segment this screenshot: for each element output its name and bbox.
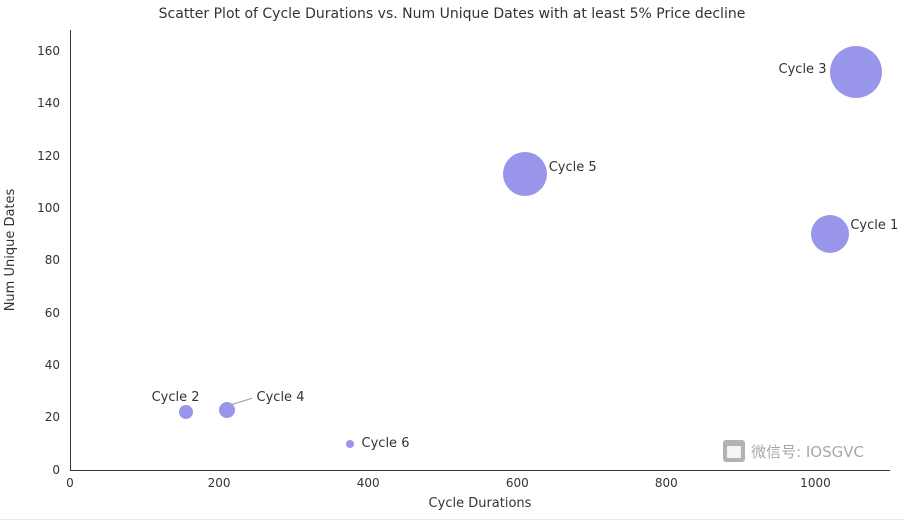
gridline-v bbox=[666, 30, 667, 470]
data-point-label: Cycle 2 bbox=[152, 390, 200, 405]
gridline-h bbox=[70, 365, 890, 366]
scatter-chart: Scatter Plot of Cycle Durations vs. Num … bbox=[0, 0, 904, 520]
x-tick-label: 200 bbox=[208, 476, 231, 490]
data-point bbox=[503, 152, 547, 196]
data-point-label: Cycle 6 bbox=[362, 436, 410, 451]
gridline-h bbox=[70, 156, 890, 157]
x-axis-label: Cycle Durations bbox=[70, 496, 890, 511]
x-tick-label: 1000 bbox=[800, 476, 831, 490]
data-point bbox=[830, 46, 882, 98]
y-axis-label: Num Unique Dates bbox=[3, 30, 18, 470]
gridline-h bbox=[70, 51, 890, 52]
watermark: 微信号: IOSGVC bbox=[723, 440, 864, 462]
data-point-label: Cycle 4 bbox=[257, 390, 305, 405]
data-point bbox=[811, 215, 849, 253]
gridline-h bbox=[70, 208, 890, 209]
x-tick-label: 400 bbox=[357, 476, 380, 490]
x-tick-label: 600 bbox=[506, 476, 529, 490]
x-tick-label: 0 bbox=[66, 476, 74, 490]
data-point bbox=[179, 405, 193, 419]
data-point-label: Cycle 5 bbox=[549, 160, 597, 175]
gridline-h bbox=[70, 313, 890, 314]
data-point bbox=[346, 440, 354, 448]
gridline-v bbox=[815, 30, 816, 470]
data-point-label: Cycle 1 bbox=[850, 218, 898, 233]
watermark-text: 微信号: IOSGVC bbox=[751, 441, 864, 462]
y-axis-line bbox=[70, 30, 71, 470]
plot-area: Cycle 1Cycle 2Cycle 3Cycle 4Cycle 5Cycle… bbox=[70, 30, 890, 470]
gridline-h bbox=[70, 418, 890, 419]
x-tick-label: 800 bbox=[655, 476, 678, 490]
label-leader-line bbox=[232, 398, 253, 405]
gridline-h bbox=[70, 260, 890, 261]
x-axis-line bbox=[70, 470, 890, 471]
gridline-v bbox=[368, 30, 369, 470]
gridline-v bbox=[517, 30, 518, 470]
gridline-h bbox=[70, 103, 890, 104]
wechat-icon bbox=[723, 440, 745, 462]
data-point-label: Cycle 3 bbox=[779, 62, 827, 77]
chart-title: Scatter Plot of Cycle Durations vs. Num … bbox=[0, 6, 904, 22]
